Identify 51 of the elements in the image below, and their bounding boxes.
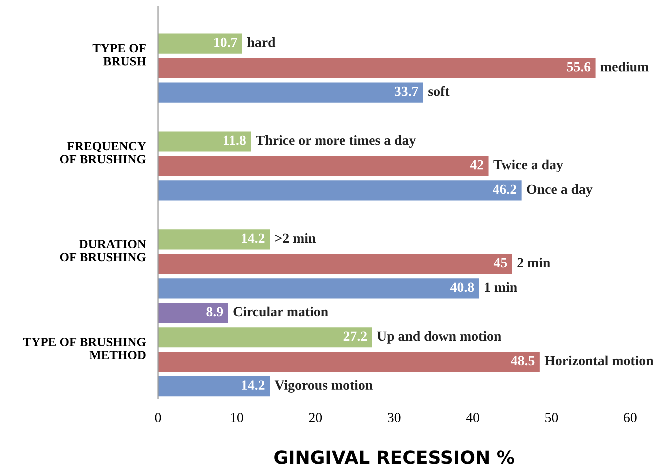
y-tick-label: medium (600, 62, 649, 72)
y-tick-label: Vigorous motion (274, 380, 373, 393)
data-label: 8.9 (206, 307, 224, 317)
data-label: 11.8 (224, 136, 246, 146)
y-tick-label: 2 min (518, 258, 550, 268)
y-tick-label: Up and down motion (377, 331, 502, 344)
y-tick-label: soft (428, 86, 450, 96)
data-label: 46.2 (492, 184, 517, 194)
text: FREQUENCY OF BRUSHING (60, 142, 146, 164)
bar (158, 254, 512, 274)
y-tick-label: 1 min (485, 282, 518, 292)
x-tick-label: 10 (231, 413, 244, 423)
y-tick-label: Once a day (527, 184, 593, 198)
data-label: 27.2 (344, 332, 367, 342)
bar (158, 58, 596, 78)
bar (158, 82, 424, 103)
data-label: 55.6 (567, 62, 591, 72)
bar (158, 230, 270, 250)
y-tick-label: Thrice or more times a day (256, 135, 416, 148)
x-tick-label: 60 (624, 413, 637, 423)
bar (158, 278, 480, 299)
data-label: 33.7 (394, 86, 418, 96)
bar (158, 132, 252, 152)
x-tick-label: 0 (155, 413, 162, 423)
bar (158, 180, 522, 201)
bar (158, 34, 242, 54)
bar (158, 376, 270, 397)
bar (158, 303, 228, 324)
data-label: 14.2 (242, 380, 265, 390)
bar (158, 156, 489, 176)
text: TYPE OF BRUSHING METHOD (24, 338, 146, 360)
text: DURATION OF BRUSHING (60, 240, 146, 262)
x-tick-label: 20 (309, 413, 322, 423)
bar (158, 328, 372, 348)
bar (158, 352, 540, 372)
y-tick-label: Horizontal motion (544, 356, 654, 366)
data-label: 48.5 (511, 356, 535, 366)
x-tick-label: 30 (388, 413, 401, 423)
text: TYPE OF BRUSH (92, 44, 146, 66)
data-label: 45 (494, 258, 508, 268)
y-tick-label: Twice a day (494, 160, 564, 173)
y-tick-label: hard (248, 38, 276, 48)
x-axis-title: GINGIVAL RECESSION % (274, 450, 514, 464)
data-label: 14.2 (242, 234, 265, 244)
data-label: 10.7 (214, 38, 238, 48)
x-tick-label: 40 (466, 413, 480, 423)
data-label: 40.8 (450, 282, 474, 292)
x-tick-label: 50 (546, 413, 558, 423)
data-label: 42 (470, 160, 484, 170)
y-tick-label: Circular mation (234, 306, 328, 317)
y-tick-label: >2 min (275, 233, 316, 244)
